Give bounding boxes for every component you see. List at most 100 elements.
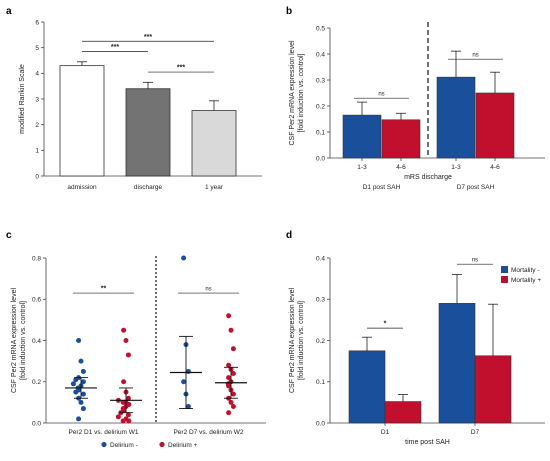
data-point — [125, 352, 131, 358]
significance-label: ns — [205, 287, 211, 293]
significance-label: ns — [472, 53, 478, 59]
data-point — [230, 404, 236, 409]
group-label: Per2 D7 vs. delirium W2 — [173, 429, 243, 436]
data-point — [80, 368, 86, 374]
data-point — [181, 379, 187, 385]
data-point — [76, 416, 82, 422]
panel-label-a: a — [6, 6, 12, 17]
group-label: D7 post SAH — [457, 184, 495, 191]
legend-swatch — [501, 266, 508, 273]
panel-b-y-tick-label: 0.3 — [316, 77, 325, 84]
group-label: D1 post SAH — [363, 184, 401, 191]
significance-label: *** — [144, 34, 152, 41]
panel-c-y-tick-label: 0.6 — [32, 297, 41, 304]
bar — [436, 76, 476, 159]
panel-b-y-tick-label: 0.5 — [316, 25, 325, 32]
data-point — [78, 399, 84, 405]
panel-b-y-tick-label: 0.2 — [316, 103, 325, 110]
data-point — [226, 383, 232, 389]
data-point — [126, 418, 132, 424]
panel-d-y-tick-label: 0.3 — [316, 297, 325, 304]
data-point — [185, 404, 191, 409]
significance-label: *** — [111, 44, 119, 51]
legend-label: Delirium + — [168, 442, 198, 449]
data-point — [230, 371, 236, 376]
x-tick-label: 1-3 — [357, 164, 367, 171]
panel-label-b: b — [286, 6, 292, 17]
significance-label: ** — [101, 286, 107, 293]
panel-d-y-tick-label: 0.0 — [316, 420, 325, 427]
bar — [474, 355, 512, 424]
bar — [191, 110, 237, 177]
panel-c-y-tick-label: 0.8 — [32, 255, 41, 262]
data-point — [230, 391, 236, 397]
data-point — [226, 362, 232, 368]
panel-d-y-tick-label: 0.2 — [316, 338, 325, 345]
data-point — [120, 418, 126, 424]
bar — [475, 92, 515, 159]
data-point — [125, 395, 131, 401]
data-point — [181, 255, 187, 261]
data-point — [78, 358, 84, 364]
x-tick-label: admission — [67, 184, 97, 191]
significance-label: ns — [472, 258, 478, 264]
data-point — [80, 406, 86, 412]
x-tick-label: 4-6 — [490, 164, 500, 171]
x-tick-label: 1 year — [205, 184, 224, 191]
bar — [59, 65, 105, 177]
data-point — [185, 368, 191, 374]
panel-d-chart: 0.0 0.1 0.2 0.3 0.4 CSF Per2 mRNA expression … — [289, 255, 545, 446]
panel-c-y-tick-label: 0.0 — [32, 420, 41, 427]
panel-label-d: d — [286, 230, 292, 241]
x-axis-label: time post SAH — [405, 439, 450, 446]
panel-a-y-tick-label: 4 — [35, 71, 39, 78]
panel-b-chart: 0.0 0.1 0.2 0.3 0.4 0.5 CSF Per2 mRNA expressi… — [289, 22, 545, 191]
panel-label-c: c — [6, 230, 12, 241]
data-point — [230, 346, 236, 352]
bar — [342, 114, 382, 159]
bar — [125, 88, 171, 177]
group-label: Per2 D1 vs. delirium W1 — [68, 429, 138, 436]
panel-a-y-tick-label: 0 — [35, 173, 39, 180]
panel-c-y-label: CSF Per2 mRNA expression level [fold indu… — [11, 288, 27, 393]
panel-a-y-tick-label: 3 — [35, 96, 39, 103]
data-point — [115, 414, 121, 420]
x-tick-label: D7 — [471, 429, 480, 436]
significance-label: * — [384, 321, 387, 328]
legend-label: Delirium - — [110, 442, 138, 449]
panel-a-y-tick-label: 1 — [35, 148, 39, 155]
legend-marker-blue — [101, 441, 107, 448]
significance-label: *** — [177, 65, 185, 72]
panel-c-y-tick-label: 0.2 — [32, 379, 41, 386]
data-point — [228, 327, 234, 333]
data-point — [121, 379, 127, 385]
panel-b-y-label: CSF Per2 mRNA expression level [fold indu… — [289, 40, 305, 145]
panel-a-y-tick-label: 2 — [35, 122, 39, 129]
legend-swatch — [501, 276, 508, 283]
bar — [348, 350, 386, 424]
x-tick-label: 4-6 — [396, 164, 406, 171]
data-point — [226, 375, 232, 381]
significance-label: ns — [378, 92, 384, 98]
data-point — [226, 313, 232, 319]
bar — [384, 401, 422, 424]
x-tick-label: D1 — [381, 429, 390, 436]
data-point — [80, 391, 86, 397]
legend-label: Mortality - — [511, 267, 540, 274]
x-tick-label: discharge — [134, 184, 163, 191]
x-tick-label: 1-3 — [451, 164, 461, 171]
panel-d-y-tick-label: 0.1 — [316, 379, 325, 386]
panel-c-y-tick-label: 0.4 — [32, 338, 41, 345]
panel-d-y-label: CSF Per2 mRNA expression level [fold indu… — [289, 288, 305, 393]
legend-label: Mortality + — [511, 277, 541, 284]
panel-a-y-label: modified Rankin Scale — [19, 64, 26, 134]
data-point — [73, 389, 79, 395]
panel-d-y-tick-label: 0.4 — [316, 255, 325, 262]
panel-b-y-tick-label: 0.4 — [316, 51, 325, 58]
data-point — [120, 399, 126, 405]
data-point — [226, 410, 232, 416]
data-point — [76, 338, 82, 343]
panel-c-chart: 0.0 0.2 0.4 0.6 0.8 CSF Per2 mRNA expression … — [11, 255, 266, 449]
panel-a-chart: 0 1 2 3 4 5 6 modified Rankin Scale admission dis… — [19, 19, 262, 191]
